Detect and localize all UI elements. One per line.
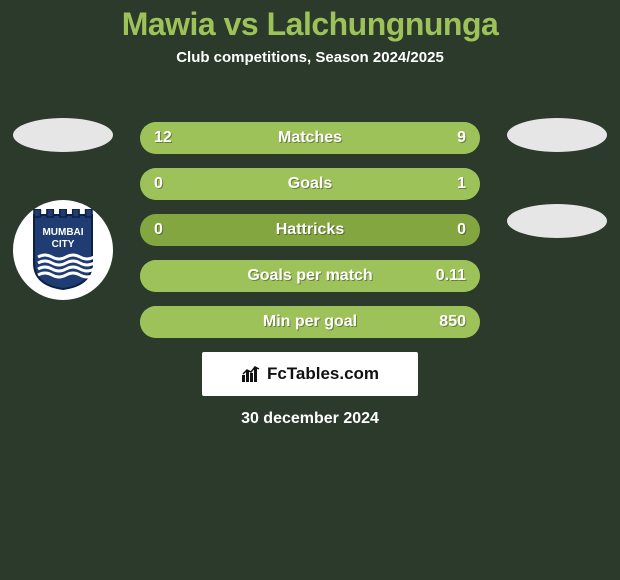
left-badges-column: MUMBAI CITY (8, 118, 118, 300)
subtitle: Club competitions, Season 2024/2025 (0, 49, 620, 66)
stat-bar-value-left: 0 (154, 175, 163, 193)
stat-bar-row: Goals per match0.11 (140, 260, 480, 292)
svg-text:CITY: CITY (52, 239, 75, 250)
stat-bar-label: Hattricks (140, 221, 480, 239)
stat-bar-row: Goals0 1 (140, 168, 480, 200)
stat-bar-value-right: 850 (439, 313, 466, 331)
stat-bar-value-right: 1 (457, 175, 466, 193)
stat-bar-row: Hattricks0 0 (140, 214, 480, 246)
watermark-text: FcTables.com (267, 364, 379, 384)
right-team-badge-1 (507, 118, 607, 152)
stat-bar-value-right: 0.11 (436, 267, 466, 285)
right-team-badge-2 (507, 204, 607, 238)
stat-bar-value-left: 0 (154, 221, 163, 239)
right-badges-column (502, 118, 612, 238)
svg-text:MUMBAI: MUMBAI (42, 227, 83, 238)
stat-bar-label: Goals (140, 175, 480, 193)
stat-bar-value-left: 12 (154, 129, 172, 147)
left-team-club-badge: MUMBAI CITY (13, 200, 113, 300)
bar-chart-icon (241, 365, 261, 383)
left-team-badge-1 (13, 118, 113, 152)
stat-bar-row: Min per goal850 (140, 306, 480, 338)
stat-bar-label: Goals per match (140, 267, 480, 285)
comparison-bars: Matches129Goals01Hattricks00Goals per ma… (140, 122, 480, 338)
stat-bar-value-right: 0 (457, 221, 466, 239)
page-title: Mawia vs Lalchungnunga (0, 0, 620, 43)
stat-bar-row: Matches12 9 (140, 122, 480, 154)
watermark: FcTables.com (202, 352, 418, 396)
stat-bar-label: Min per goal (140, 313, 480, 331)
club-logo-mumbai-city: MUMBAI CITY (28, 209, 98, 291)
stat-bar-value-right: 9 (457, 129, 466, 147)
snapshot-date: 30 december 2024 (0, 410, 620, 428)
stat-bar-label: Matches (140, 129, 480, 147)
